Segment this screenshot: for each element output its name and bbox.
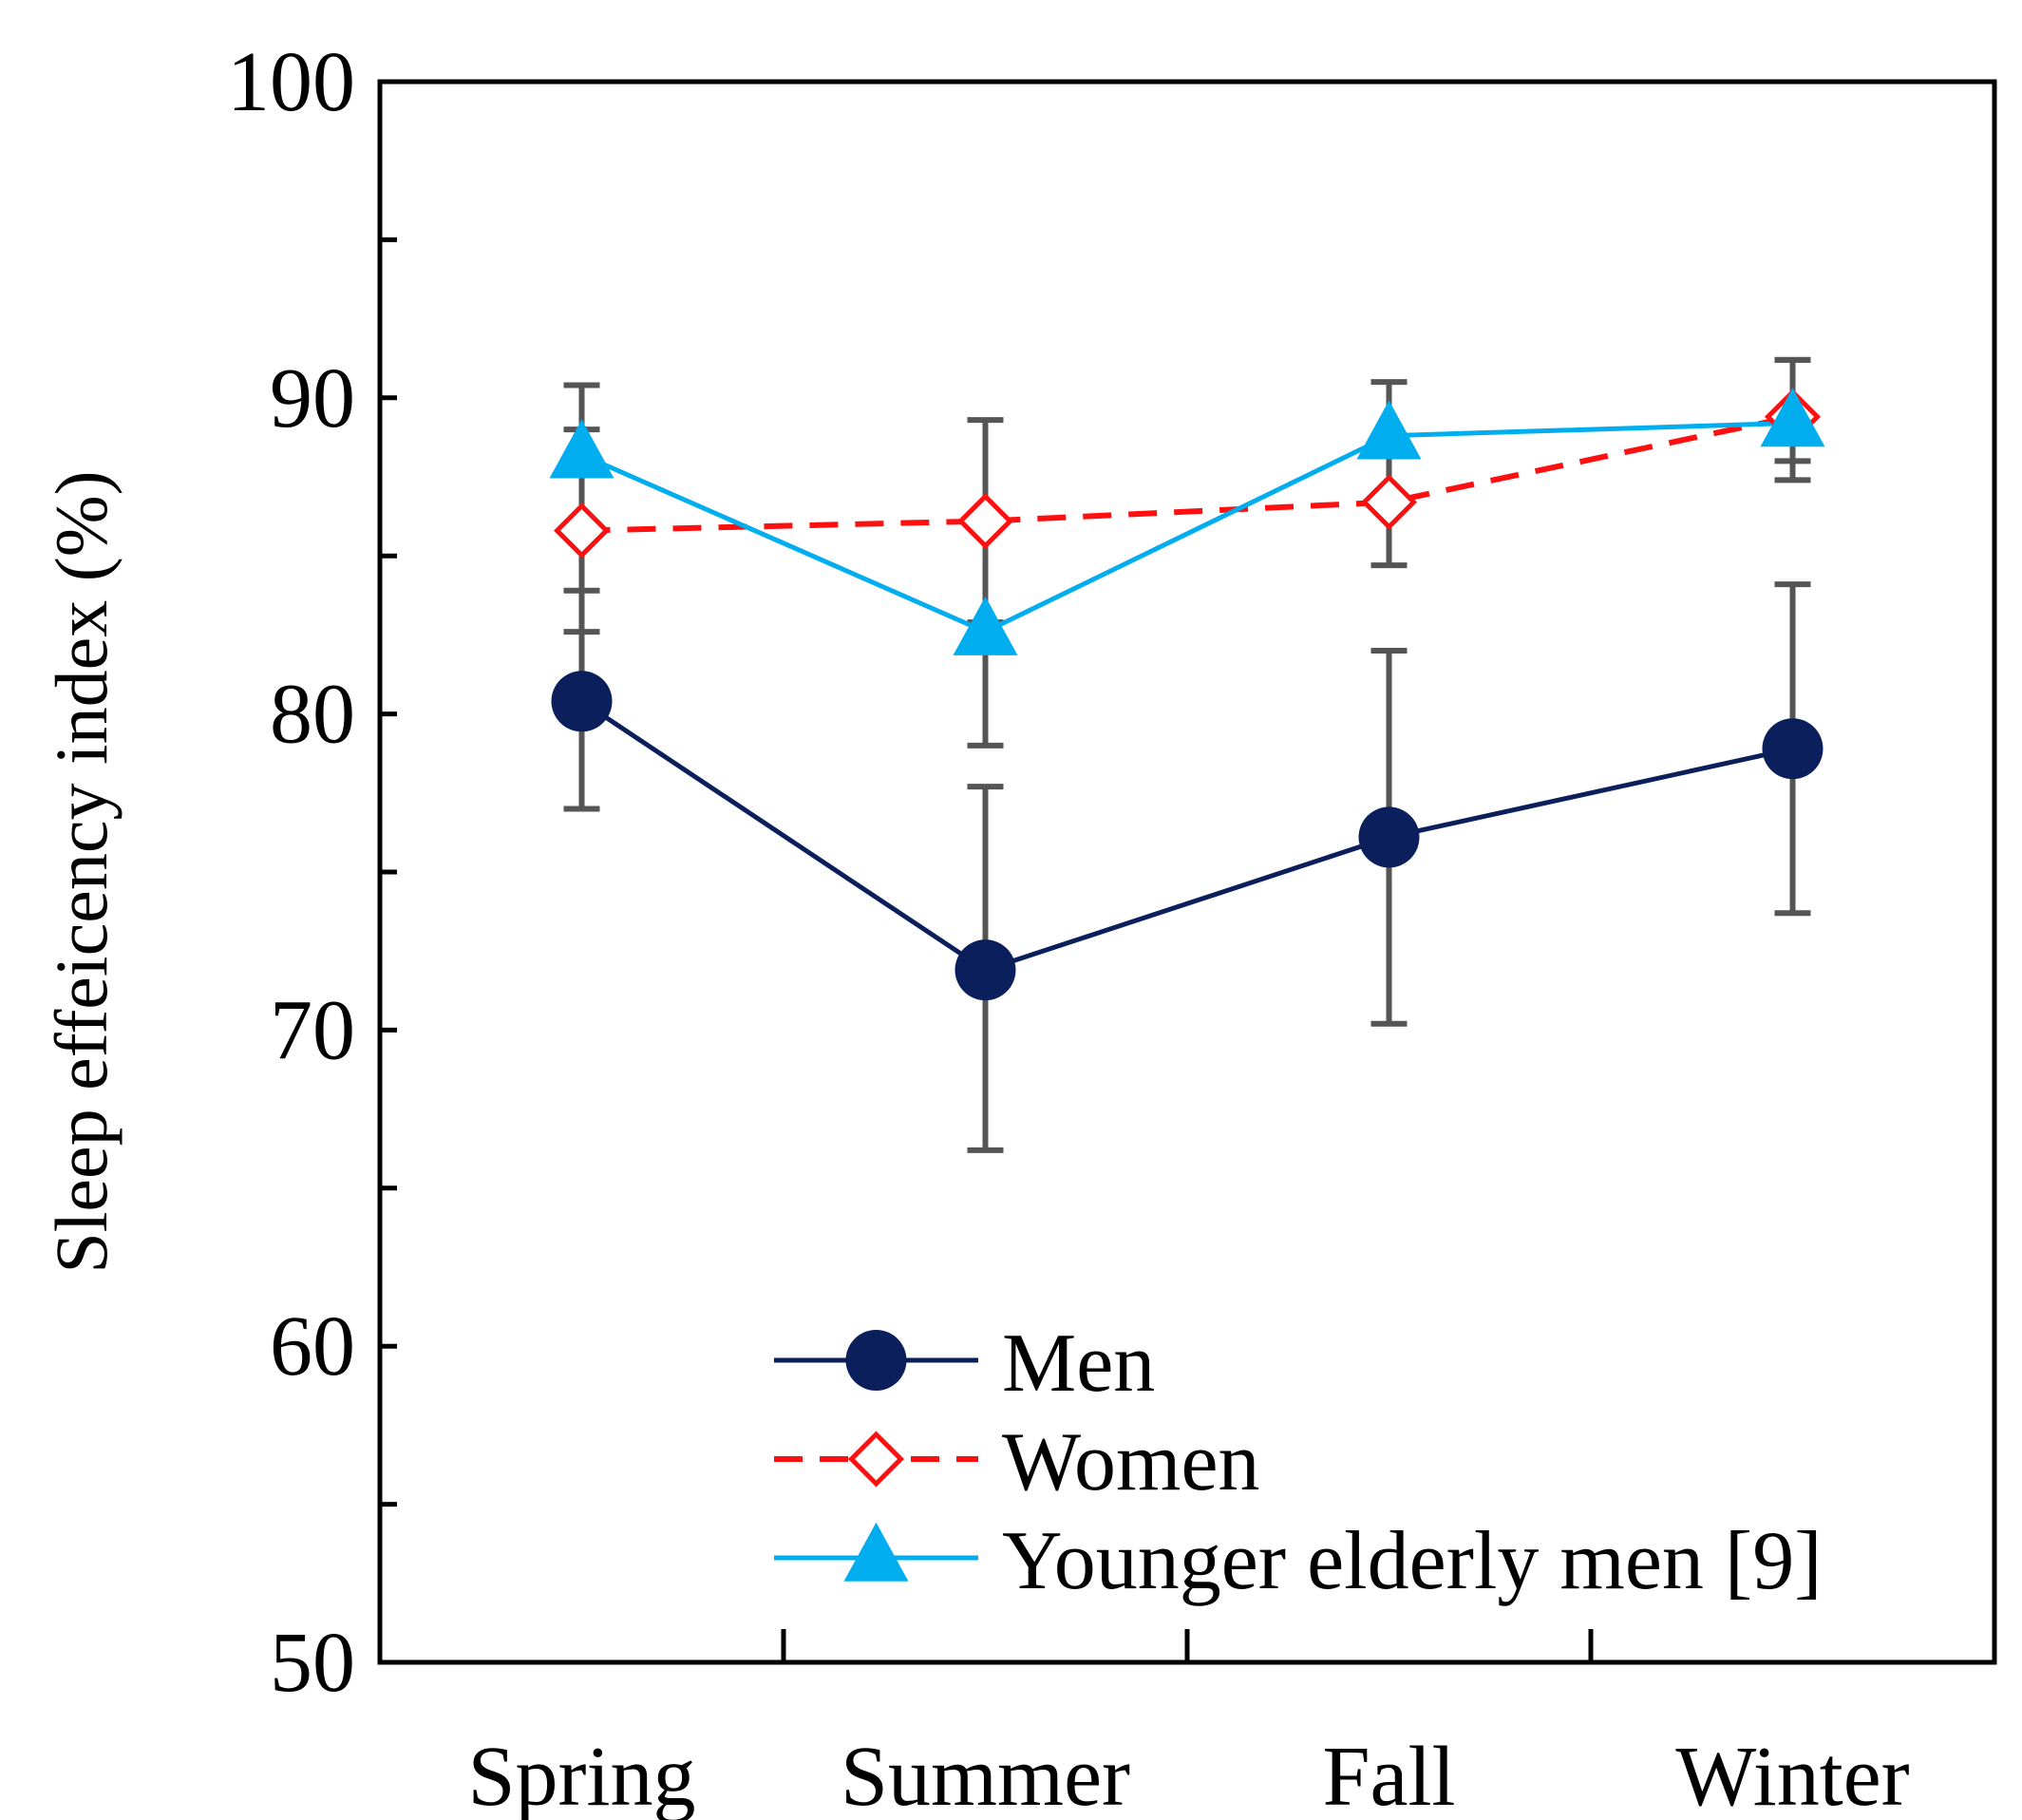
series-line-younger	[580, 420, 1793, 635]
series-markers	[549, 388, 1825, 1001]
x-tick-label: Spring	[467, 1730, 695, 1820]
legend-label: Men	[1002, 1318, 1155, 1410]
y-tick-label: 60	[270, 1299, 355, 1393]
y-tick-label: 50	[270, 1616, 355, 1710]
marker-triangle	[1356, 400, 1422, 460]
y-axis-ticks: 50 60 70 80 90 100	[227, 35, 397, 1710]
legend-marker-circle	[845, 1330, 907, 1391]
x-tick-label: Summer	[841, 1730, 1130, 1820]
y-tick-label: 100	[227, 35, 355, 129]
y-tick-label: 80	[270, 668, 355, 762]
marker-circle	[1762, 718, 1824, 780]
legend-label: Women	[1002, 1416, 1260, 1508]
marker-diamond	[1360, 474, 1418, 531]
marker-circle	[1358, 806, 1420, 868]
marker-circle	[551, 671, 613, 732]
marker-triangle	[1760, 388, 1825, 447]
series-line-women	[581, 413, 1794, 534]
legend-marker-diamond	[847, 1431, 905, 1488]
marker-diamond	[956, 493, 1014, 550]
x-tick-label: Winter	[1675, 1730, 1909, 1820]
legend-label: Younger elderly men [9]	[1002, 1515, 1823, 1607]
y-tick-label: 70	[270, 983, 355, 1077]
y-axis-title: Sleep effeicency index (%)	[40, 470, 123, 1273]
x-axis-ticks: Spring Summer Fall Winter	[467, 1629, 1910, 1820]
marker-diamond	[553, 502, 611, 559]
series-lines	[580, 413, 1794, 973]
legend-marker-triangle	[843, 1522, 909, 1582]
marker-triangle	[549, 419, 614, 479]
series-line-men	[580, 699, 1794, 973]
y-tick-label: 90	[270, 351, 355, 446]
marker-circle	[954, 939, 1016, 1001]
marker-triangle	[953, 596, 1018, 655]
x-tick-label: Fall	[1322, 1730, 1455, 1820]
error-bars	[563, 356, 1811, 1153]
